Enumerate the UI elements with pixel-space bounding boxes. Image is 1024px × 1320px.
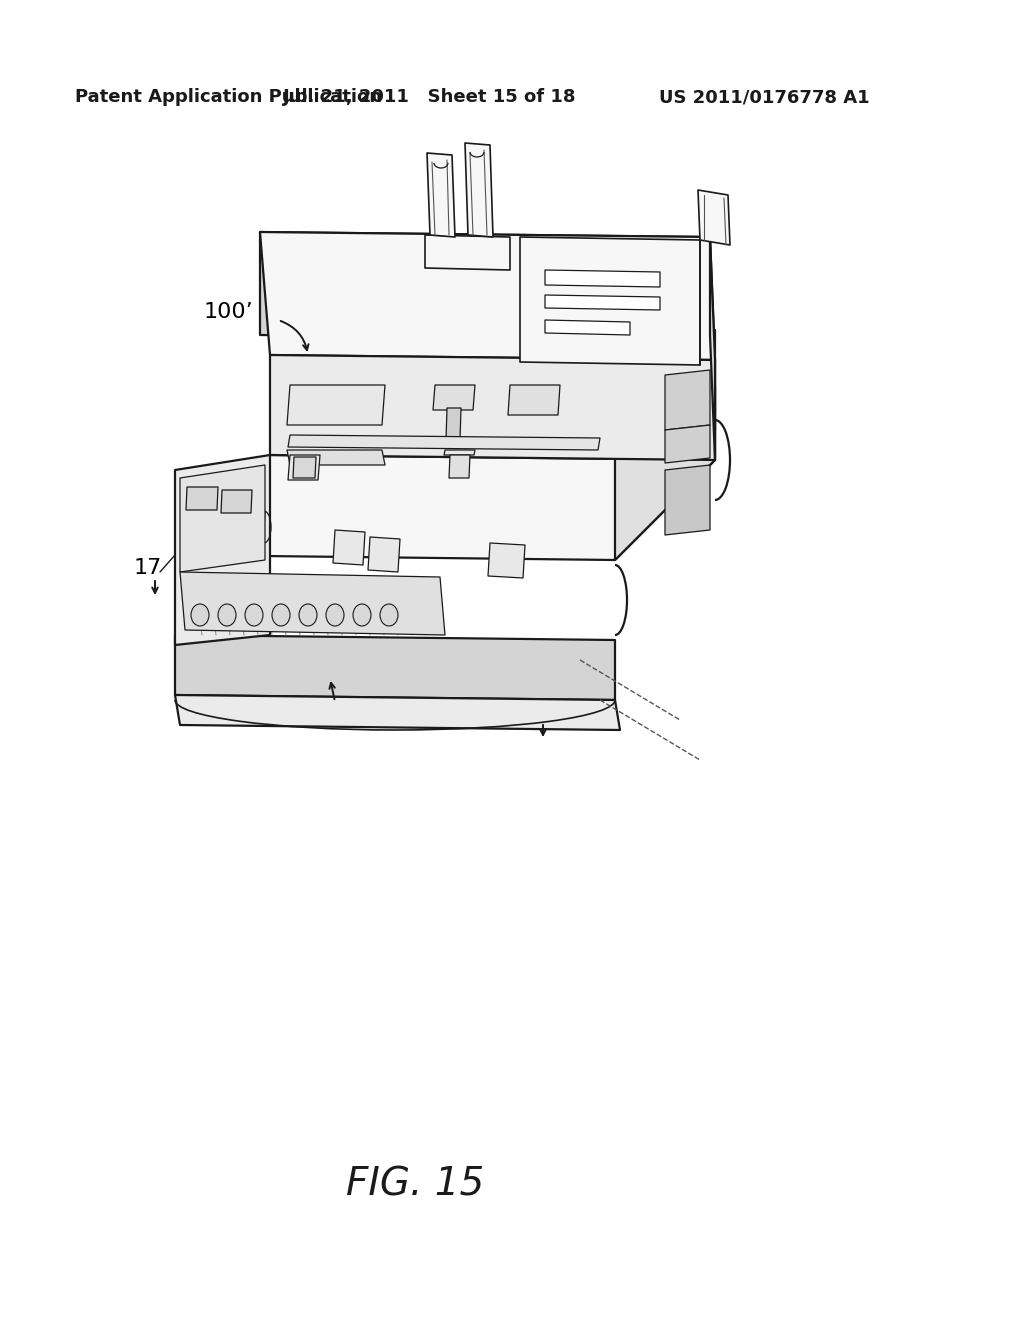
Polygon shape (175, 696, 620, 730)
Polygon shape (288, 455, 319, 480)
Polygon shape (221, 490, 252, 513)
Polygon shape (186, 487, 218, 510)
Polygon shape (465, 143, 493, 238)
Polygon shape (665, 465, 710, 535)
Ellipse shape (245, 605, 263, 626)
Polygon shape (260, 232, 710, 341)
Polygon shape (180, 572, 445, 635)
Polygon shape (175, 635, 615, 700)
Polygon shape (508, 385, 560, 414)
Polygon shape (287, 385, 385, 425)
Ellipse shape (299, 605, 317, 626)
Polygon shape (665, 425, 710, 463)
Polygon shape (710, 238, 715, 459)
Polygon shape (665, 370, 710, 430)
Polygon shape (270, 355, 715, 459)
Polygon shape (545, 319, 630, 335)
Polygon shape (698, 190, 730, 246)
Polygon shape (288, 436, 600, 450)
Polygon shape (433, 385, 475, 411)
Polygon shape (449, 455, 470, 478)
Polygon shape (368, 537, 400, 572)
Text: Patent Application Publication: Patent Application Publication (75, 88, 382, 106)
Polygon shape (175, 455, 715, 560)
Text: 17: 17 (134, 558, 162, 578)
Polygon shape (444, 450, 475, 455)
Ellipse shape (326, 605, 344, 626)
Polygon shape (180, 465, 265, 572)
Polygon shape (175, 455, 270, 645)
Ellipse shape (218, 605, 236, 626)
Ellipse shape (272, 605, 290, 626)
Polygon shape (545, 271, 660, 286)
Text: Jul. 21, 2011   Sheet 15 of 18: Jul. 21, 2011 Sheet 15 of 18 (284, 88, 577, 106)
Text: 100’: 100’ (203, 302, 253, 322)
Polygon shape (488, 543, 525, 578)
Ellipse shape (353, 605, 371, 626)
Polygon shape (333, 531, 365, 565)
Polygon shape (446, 408, 461, 440)
Polygon shape (425, 235, 510, 271)
Text: US 2011/0176778 A1: US 2011/0176778 A1 (659, 88, 870, 106)
Polygon shape (260, 232, 715, 360)
Polygon shape (213, 510, 265, 543)
Text: 17: 17 (534, 708, 562, 729)
Text: FIG. 15: FIG. 15 (346, 1166, 484, 1204)
Polygon shape (293, 457, 316, 478)
Ellipse shape (380, 605, 398, 626)
Text: 5’: 5’ (344, 700, 366, 719)
Polygon shape (427, 153, 455, 238)
Polygon shape (615, 330, 715, 560)
Polygon shape (545, 294, 660, 310)
Ellipse shape (191, 605, 209, 626)
Polygon shape (287, 450, 385, 465)
Polygon shape (520, 238, 700, 366)
